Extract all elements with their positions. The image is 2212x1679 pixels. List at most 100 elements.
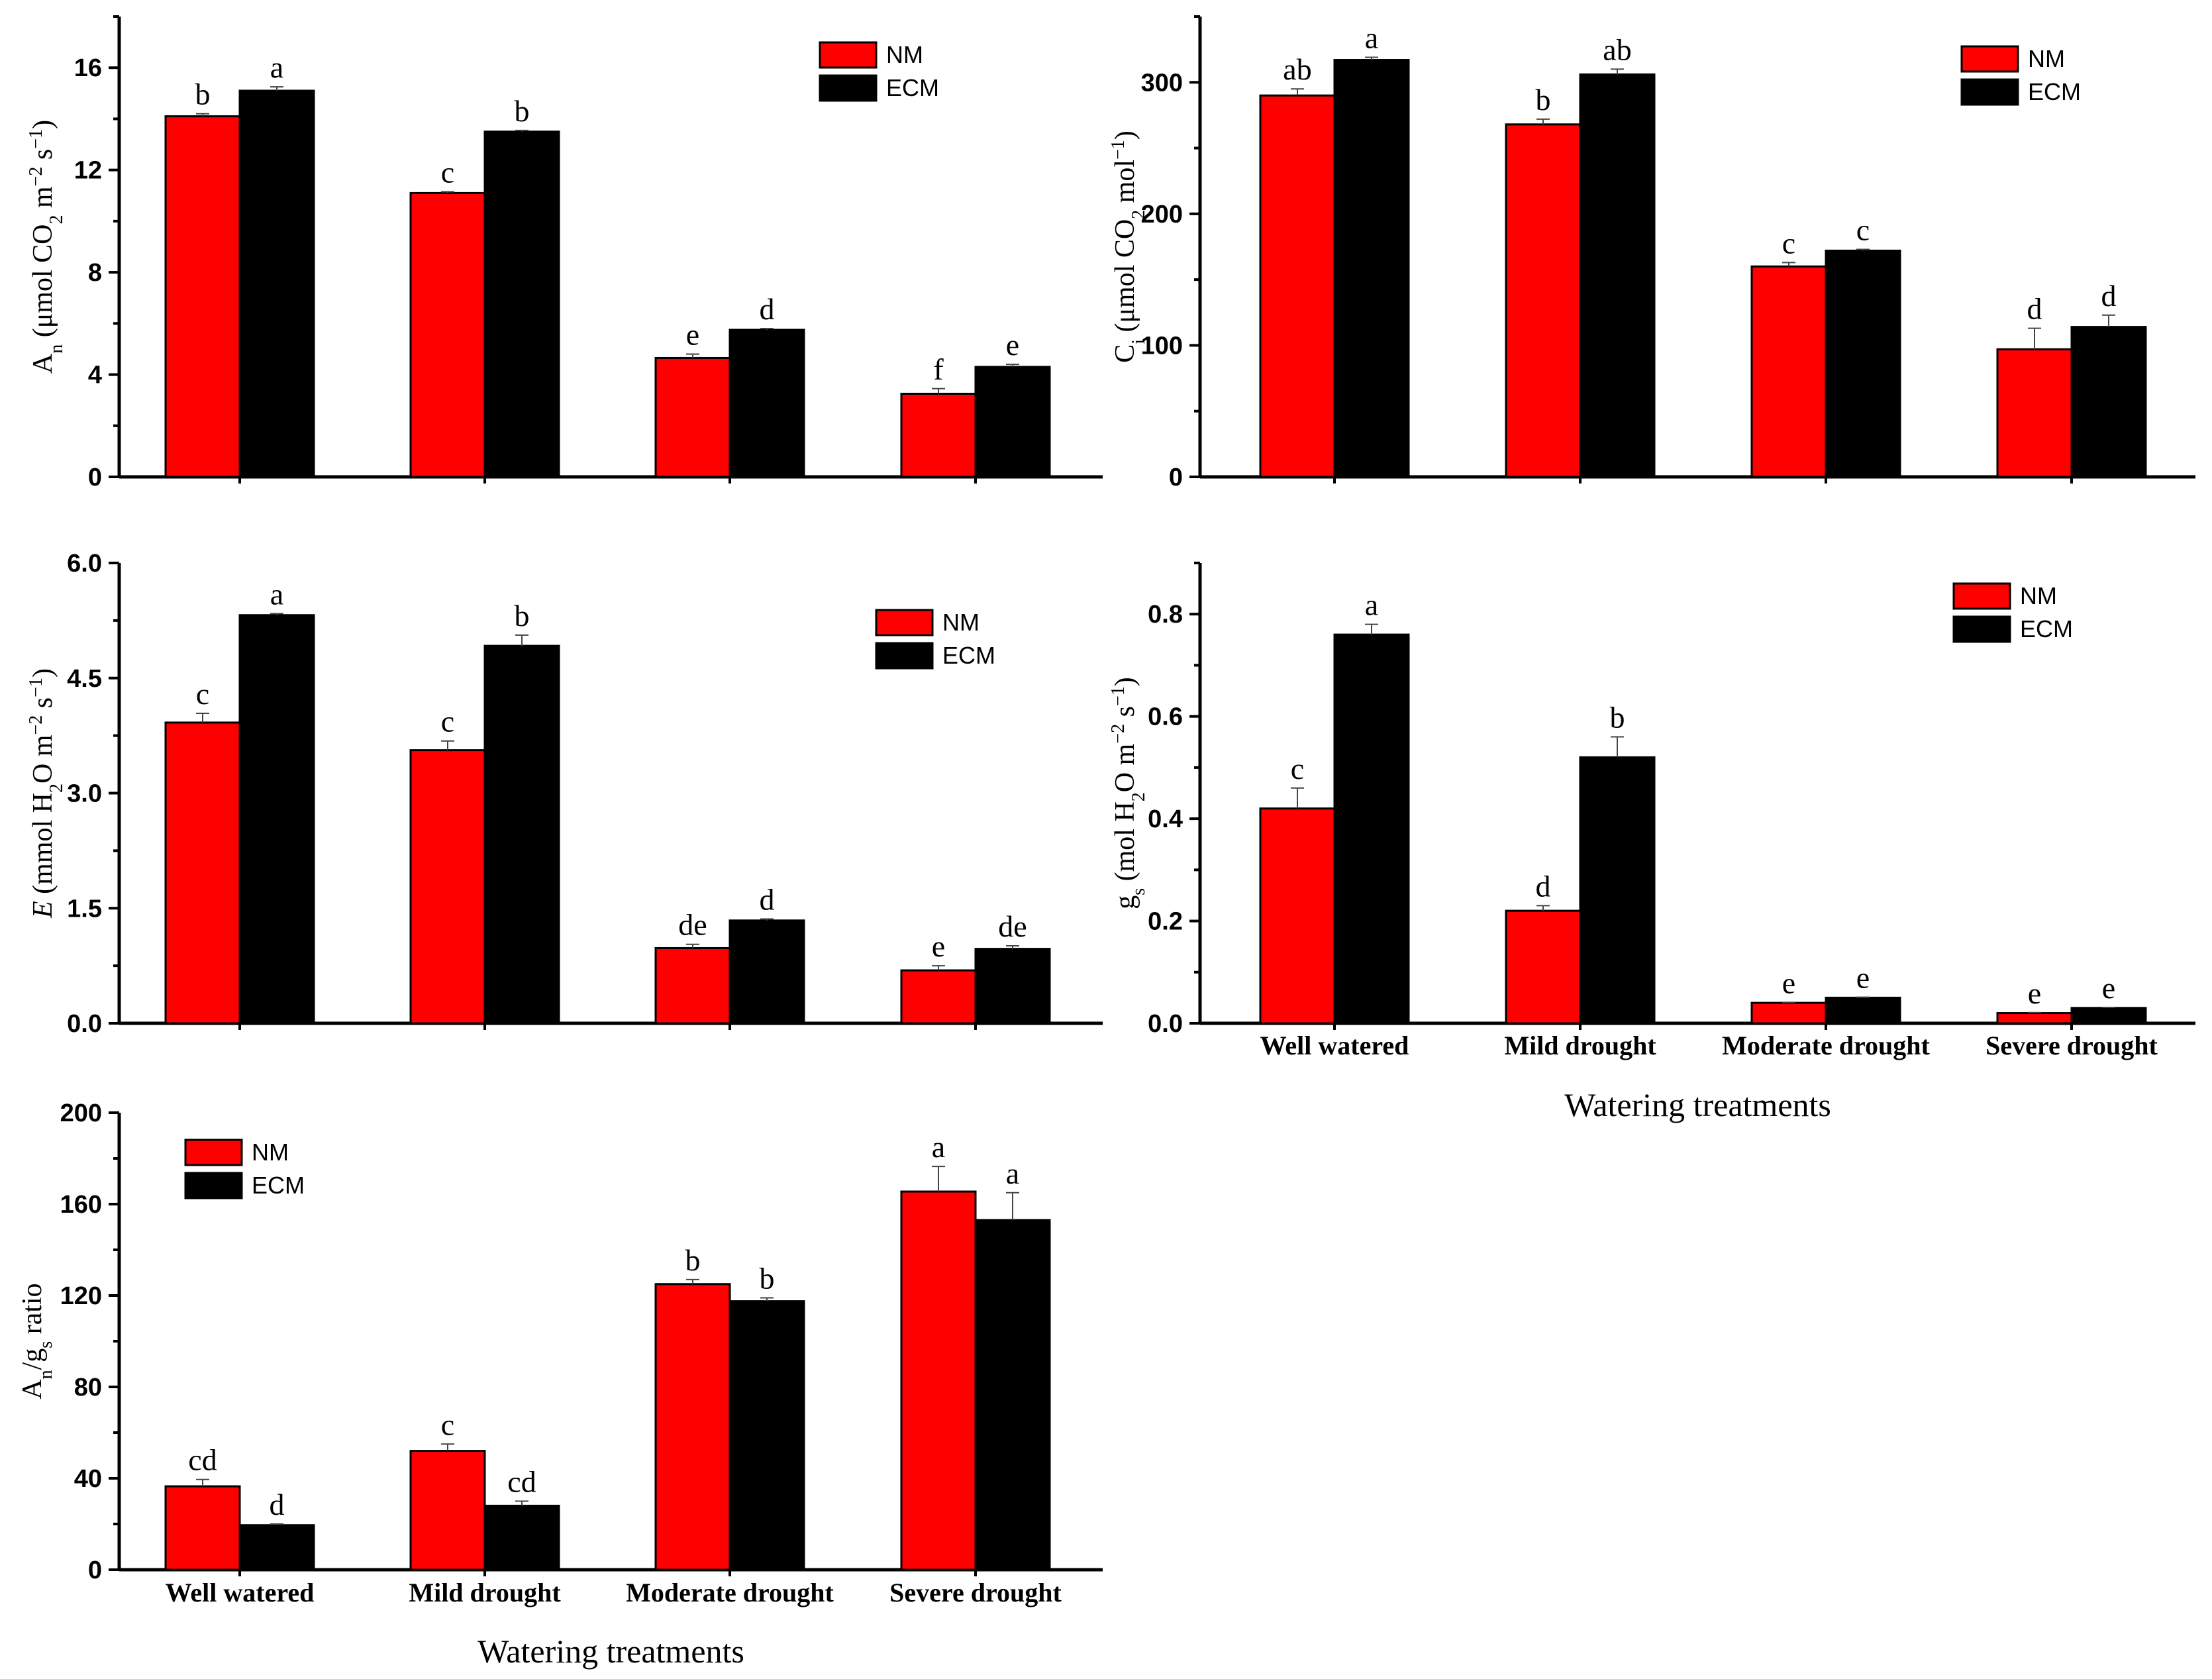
y-tick-label: 1.5	[67, 895, 102, 923]
y-tick-label: 0.6	[1148, 703, 1183, 731]
significance-label: cd	[188, 1443, 217, 1477]
y-axis-title-part: −2	[26, 167, 46, 187]
y-tick-label: 200	[60, 1099, 102, 1127]
legend-swatch-ecm	[184, 1172, 243, 1199]
y-axis-title-part: 2	[46, 784, 67, 793]
bar-ecm	[2070, 1007, 2147, 1025]
y-tick-label: 80	[74, 1374, 102, 1401]
bar-nm	[1996, 1012, 2073, 1025]
bar-nm	[409, 1450, 486, 1571]
bar-nm	[1259, 807, 1336, 1025]
y-tick-label: 300	[1141, 69, 1183, 97]
bar-ecm	[974, 948, 1051, 1025]
x-category-label: Mild drought	[1504, 1031, 1656, 1060]
bar-ecm	[1825, 996, 1901, 1025]
significance-label: a	[270, 577, 283, 611]
bar-nm	[1996, 348, 2073, 478]
y-axis-title-part: )	[1110, 677, 1140, 686]
y-axis-title-part: O m	[28, 735, 58, 784]
y-axis-title-part: s	[36, 1341, 56, 1348]
y-axis-title: gs (mol H2O m−2 s−1)	[1108, 677, 1149, 909]
y-axis-title-part: O m	[1110, 743, 1140, 792]
y-axis-title: An (μmol CO2 m−2 s−1)	[26, 120, 67, 374]
bar-nm	[1505, 909, 1582, 1025]
bar-ecm	[2070, 326, 2147, 478]
x-category-label: Mild drought	[409, 1578, 561, 1607]
bar-nm	[654, 946, 731, 1025]
y-axis-title-part: (mmol H	[28, 793, 58, 901]
legend-swatch-nm	[184, 1139, 243, 1166]
bar-nm	[900, 393, 977, 478]
bar-ecm	[238, 89, 315, 478]
bar-nm	[900, 1190, 977, 1571]
y-axis-title-part: (mol H	[1110, 801, 1140, 888]
y-axis-title-part: n	[36, 1370, 56, 1379]
significance-label: e	[932, 929, 945, 963]
bar-ecm	[729, 1300, 805, 1571]
y-tick-label: 3.0	[67, 780, 102, 808]
bar-ecm	[974, 366, 1051, 478]
significance-label: de	[678, 908, 707, 942]
bar-ecm	[1579, 756, 1656, 1025]
bar-ecm	[1579, 73, 1656, 478]
y-axis-title-part: (μmol CO	[1110, 219, 1140, 339]
significance-label: b	[195, 77, 211, 111]
y-axis-title-part: −1	[26, 678, 46, 697]
significance-label: d	[2027, 292, 2042, 326]
y-tick-label: 0	[88, 1556, 102, 1584]
y-tick-label: 0.2	[1148, 908, 1183, 936]
significance-label: d	[760, 882, 775, 916]
bar-nm	[1750, 265, 1827, 478]
y-tick-label: 12	[74, 157, 102, 185]
y-tick-label: 0.4	[1148, 805, 1183, 833]
y-axis-title-part: g	[1110, 895, 1140, 909]
y-axis-title-part: n	[46, 344, 67, 354]
y-tick-label: 100	[1141, 332, 1183, 360]
y-axis-title-part: C	[1110, 344, 1140, 363]
y-tick-label: 16	[74, 54, 102, 82]
bar-nm	[409, 191, 486, 478]
x-axis-title: Watering treatments	[478, 1633, 744, 1670]
chart-panel-ratio: 0 40 80 120 160 200 cd c b a d cd b a Well watered Mild…	[17, 1099, 1103, 1670]
y-tick-label: 4.5	[67, 665, 102, 693]
y-tick-label: 0	[88, 464, 102, 491]
bar-nm	[654, 1283, 731, 1571]
legend-swatch-nm	[1952, 582, 2011, 610]
legend-swatch-nm	[819, 41, 878, 69]
y-tick-label: 120	[60, 1282, 102, 1310]
legend-label-ecm: ECM	[2028, 78, 2081, 105]
y-tick-label: 160	[60, 1191, 102, 1219]
legend-label-ecm: ECM	[252, 1172, 305, 1199]
bar-nm	[900, 969, 977, 1025]
significance-label: de	[998, 909, 1027, 943]
significance-label: e	[1782, 966, 1795, 999]
y-axis-title: E (mmol H2O m−2 s−1)	[26, 668, 67, 919]
significance-label: e	[1856, 961, 1870, 995]
significance-label: e	[2028, 976, 2041, 1010]
significance-label: b	[1610, 701, 1625, 735]
significance-label: b	[515, 599, 530, 633]
y-axis-title-part: s	[28, 697, 58, 715]
significance-label: f	[933, 352, 944, 386]
bar-nm	[164, 1485, 241, 1571]
y-axis-title-part: 2	[1129, 792, 1149, 801]
chart-panel-gs: 0.0 0.2 0.4 0.6 0.8 c d e e a b e e Well watered Mild …	[1108, 562, 2195, 1123]
y-axis-title-part: −1	[26, 129, 46, 149]
bar-ecm	[1825, 249, 1901, 478]
legend-swatch-ecm	[875, 642, 934, 670]
significance-label: e	[686, 318, 699, 352]
legend-label-nm: NM	[2020, 582, 2057, 609]
significance-label: ab	[1603, 32, 1631, 66]
y-axis-title-part: ratio	[17, 1283, 48, 1341]
x-axis-title: Watering treatments	[1564, 1086, 1831, 1123]
legend-label-nm: NM	[942, 609, 980, 636]
bar-ecm	[729, 329, 805, 478]
y-axis-title-part: mol	[1110, 160, 1140, 210]
significance-label: a	[270, 50, 283, 84]
y-tick-label: 4	[88, 362, 102, 389]
y-axis-title-part: −2	[26, 715, 46, 735]
significance-label: e	[1006, 328, 1019, 362]
bar-nm	[654, 356, 731, 478]
y-tick-label: 0.0	[67, 1010, 102, 1038]
y-tick-label: 200	[1141, 201, 1183, 229]
